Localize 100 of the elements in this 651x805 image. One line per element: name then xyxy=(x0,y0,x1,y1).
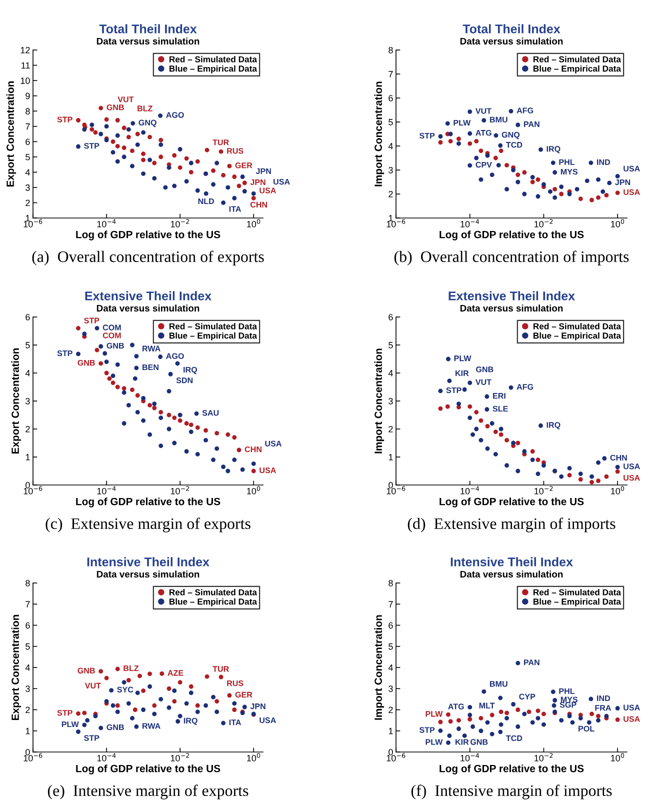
annotation: BMU xyxy=(490,116,508,122)
y-tick-label: 1 xyxy=(26,454,30,460)
annotation: ITA xyxy=(229,206,242,212)
y-tick-label: 7 xyxy=(26,601,30,608)
annotation: RWA xyxy=(142,723,160,729)
annotation: RWA xyxy=(142,346,160,352)
x-tick-label: 10$^{−2}$ xyxy=(170,486,189,494)
annotation: PLW xyxy=(454,120,471,126)
annotation: USA xyxy=(260,717,276,724)
x-tick-label: 10$^{−4}$ xyxy=(97,753,116,762)
annotation: CHN xyxy=(250,202,268,208)
y-tick-label: 7 xyxy=(388,601,393,608)
y-tick-label: 0 xyxy=(388,748,393,756)
y-tick-label: 1 xyxy=(388,728,393,734)
chart-subtitle: Data versus simulation xyxy=(460,570,563,578)
annotation: USA xyxy=(624,716,640,722)
chart-title: Total Theil Index xyxy=(462,24,560,34)
annotation: STP xyxy=(84,318,100,324)
annotation: STP xyxy=(419,727,435,733)
annotation: STP xyxy=(57,350,72,356)
legend-label: Blue – Empirical Data xyxy=(533,65,622,74)
annotation: PLW xyxy=(454,356,472,362)
y-tick-label: 6 xyxy=(388,94,393,102)
x-tick-label: 10$^{0}$ xyxy=(247,219,260,228)
y-axis-title: Import Concentration xyxy=(374,348,384,454)
annotation: COM xyxy=(102,324,121,330)
text: (a) Overall concentration of exports xyxy=(32,250,264,266)
y-tick-label: 2 xyxy=(26,706,30,714)
annotation: COM xyxy=(102,332,121,338)
annotation: STP xyxy=(84,142,100,149)
y-axis-title: Import Concentration xyxy=(374,615,384,720)
annotation: JPN xyxy=(250,179,266,186)
y-tick-label: 0 xyxy=(26,748,30,756)
annotation: PLW xyxy=(426,739,443,745)
x-tick-label: 10$^{−4}$ xyxy=(460,753,480,762)
y-tick-label: 6 xyxy=(388,622,393,629)
text: (d) Extensive margin of imports xyxy=(408,518,616,532)
annotation: BLZ xyxy=(138,106,152,112)
annotation: VUT xyxy=(475,379,492,385)
y-tick-label: 12 xyxy=(20,46,30,54)
y-tick-label: 8 xyxy=(388,580,393,586)
y-tick-label: 6 xyxy=(26,138,30,145)
legend-label: Blue – Empirical Data xyxy=(533,332,622,340)
annotation: GER xyxy=(235,692,252,698)
annotation: FRA xyxy=(595,705,612,711)
y-tick-label: 3 xyxy=(26,686,30,692)
x-tick-label: 10$^{−2}$ xyxy=(170,219,189,228)
annotation: KIR xyxy=(456,370,469,376)
x-tick-label: 10$^{0}$ xyxy=(611,753,624,762)
annotation: IRQ xyxy=(546,146,560,154)
y-tick-label: 0 xyxy=(388,482,393,488)
x-axis-title: Log of GDP relative to the US xyxy=(440,230,584,240)
text: (e) Intensive margin of exports xyxy=(48,784,248,800)
annotation: GNB xyxy=(78,668,95,674)
y-tick-label: 9 xyxy=(26,92,30,100)
annotation: POL xyxy=(578,726,594,732)
annotation: RUS xyxy=(227,148,244,154)
y-tick-label: 3 xyxy=(388,398,393,404)
annotation: JPN xyxy=(250,704,266,710)
annotation: CHN xyxy=(610,454,627,461)
y-tick-label: 1 xyxy=(388,454,393,460)
x-tick-label: 10$^{0}$ xyxy=(611,219,624,228)
y-tick-label: 6 xyxy=(388,314,393,320)
annotation: MLT xyxy=(479,702,495,708)
annotation: STP xyxy=(84,735,100,741)
annotation: IND xyxy=(597,159,610,165)
y-tick-label: 6 xyxy=(26,622,30,629)
x-tick-label: 10$^{0}$ xyxy=(611,486,624,494)
annotation: USA xyxy=(260,467,276,474)
y-tick-label: 3 xyxy=(26,398,30,404)
x-tick-label: 10$^{−2}$ xyxy=(534,486,553,494)
annotation: BMU xyxy=(490,681,508,687)
annotation: STP xyxy=(57,710,72,716)
annotation: PLW xyxy=(62,722,79,728)
annotation: GNB xyxy=(78,360,95,366)
chart-title: Intensive Theil Index xyxy=(87,557,210,566)
annotation: TUR xyxy=(212,666,229,672)
annotation: USA xyxy=(624,704,640,710)
annotation: AZE xyxy=(168,670,184,676)
annotation: CPV xyxy=(476,162,492,168)
y-tick-label: 4 xyxy=(25,370,30,376)
chart-subtitle: Data versus simulation xyxy=(96,304,200,312)
annotation: GNQ xyxy=(138,120,156,127)
annotation: BEN xyxy=(142,364,158,370)
y-tick-label: 1 xyxy=(26,728,30,734)
x-axis-title: Log of GDP relative to the US xyxy=(440,764,584,774)
x-tick-label: 10$^{−2}$ xyxy=(170,753,189,762)
annotation: IRQ xyxy=(546,422,560,430)
y-tick-label: 4 xyxy=(25,169,30,176)
x-tick-label: 10$^{−2}$ xyxy=(534,219,553,228)
y-tick-label: 5 xyxy=(388,643,393,650)
annotation: VUT xyxy=(118,96,134,102)
y-tick-label: 2 xyxy=(26,426,30,432)
annotation: BLZ xyxy=(124,666,139,672)
chart-subtitle: Data versus simulation xyxy=(96,38,200,45)
annotation: MYS xyxy=(560,696,578,702)
annotation: JPN xyxy=(615,180,630,186)
y-tick-label: 5 xyxy=(26,342,30,348)
y-tick-label: 7 xyxy=(388,71,393,78)
legend-label: Red – Simulated Data xyxy=(169,56,258,62)
